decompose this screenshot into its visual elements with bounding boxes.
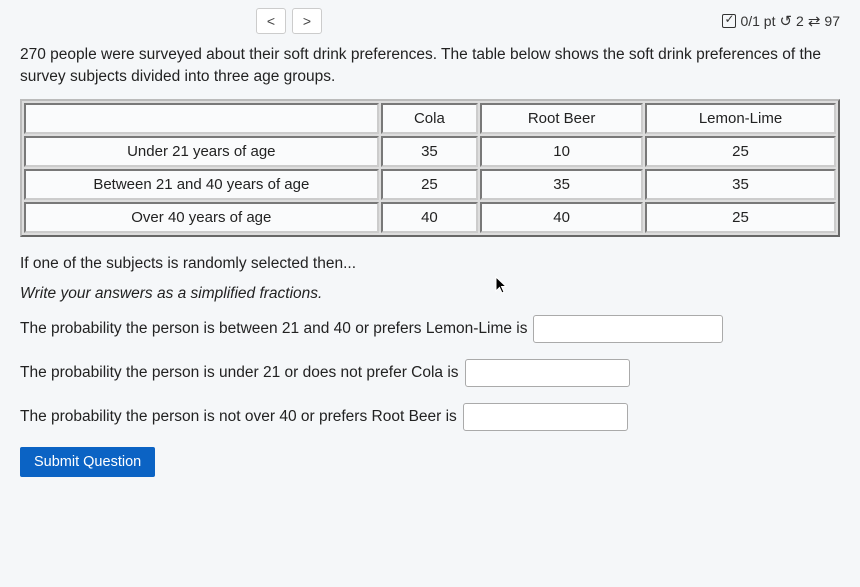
table-row: Under 21 years of age 35 10 25 (24, 136, 836, 167)
answer-input-3[interactable] (463, 403, 628, 431)
prev-button[interactable]: < (256, 8, 286, 34)
question-hint: Write your answers as a simplified fract… (20, 285, 840, 303)
next-button[interactable]: > (292, 8, 322, 34)
points-display: 0/1 pt ↺ 2 ⇄ 97 (722, 12, 840, 30)
table-header-row: Cola Root Beer Lemon-Lime (24, 103, 836, 134)
answer-input-2[interactable] (465, 359, 630, 387)
header-lemonlime: Lemon-Lime (645, 103, 836, 134)
cell: 35 (480, 169, 643, 200)
retry-icon: ↺ (779, 12, 792, 30)
question-3-text: The probability the person is not over 4… (20, 408, 457, 426)
cell: 25 (381, 169, 479, 200)
attempts-count: 97 (824, 13, 840, 29)
score-text: 0/1 pt (740, 13, 775, 29)
retry-count: 2 (796, 13, 804, 29)
row-label: Over 40 years of age (24, 202, 379, 233)
row-label: Between 21 and 40 years of age (24, 169, 379, 200)
question-2: The probability the person is under 21 o… (20, 359, 840, 387)
question-2-text: The probability the person is under 21 o… (20, 364, 459, 382)
check-icon (722, 14, 736, 28)
table-row: Between 21 and 40 years of age 25 35 35 (24, 169, 836, 200)
question-intro: If one of the subjects is randomly selec… (20, 255, 840, 273)
cell: 35 (645, 169, 836, 200)
cell: 10 (480, 136, 643, 167)
data-table-wrap: Cola Root Beer Lemon-Lime Under 21 years… (20, 99, 840, 237)
cell: 40 (480, 202, 643, 233)
top-bar: < > 0/1 pt ↺ 2 ⇄ 97 (20, 8, 840, 34)
header-cola: Cola (381, 103, 479, 134)
cycle-icon: ⇄ (808, 12, 821, 30)
cell: 25 (645, 136, 836, 167)
table-row: Over 40 years of age 40 40 25 (24, 202, 836, 233)
intro-text: 270 people were surveyed about their sof… (20, 44, 840, 89)
header-rootbeer: Root Beer (480, 103, 643, 134)
data-table: Cola Root Beer Lemon-Lime Under 21 years… (20, 99, 840, 237)
question-1-text: The probability the person is between 21… (20, 320, 527, 338)
submit-button[interactable]: Submit Question (20, 447, 155, 477)
question-1: The probability the person is between 21… (20, 315, 840, 343)
question-3: The probability the person is not over 4… (20, 403, 840, 431)
cell: 40 (381, 202, 479, 233)
answer-input-1[interactable] (533, 315, 723, 343)
row-label: Under 21 years of age (24, 136, 379, 167)
header-blank (24, 103, 379, 134)
cell: 35 (381, 136, 479, 167)
cell: 25 (645, 202, 836, 233)
